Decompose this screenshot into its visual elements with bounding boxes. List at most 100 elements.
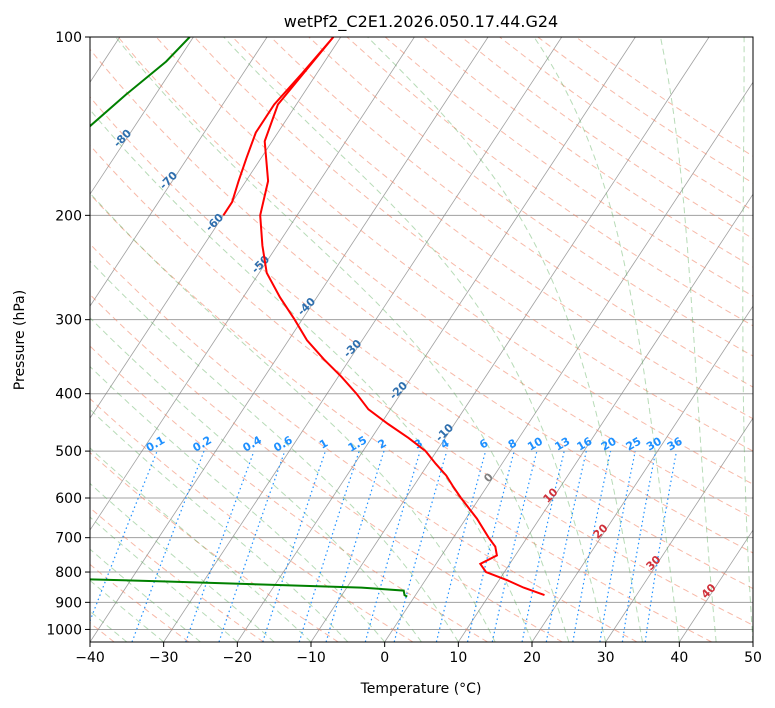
adiabat-label-layer: 0.1 0.2 0.4 0.6 1 1.5 2 3 4 6 8 10 13 16 20 25 30 36-100-…: [16, 40, 719, 602]
dry-adiabat-line: [90, 507, 264, 642]
isotherm-line: [605, 417, 753, 642]
dry-adiabat-line: [461, 37, 753, 240]
mixing-ratio-label: 6: [477, 436, 490, 451]
x-tick-label: −10: [296, 650, 326, 666]
y-tick-label: 100: [55, 30, 82, 46]
moist-adiabat-line: [533, 37, 680, 642]
mixing-ratio-line: [644, 450, 678, 642]
isotherm-line: [678, 529, 753, 642]
moist-adiabat-line: [90, 516, 238, 642]
dry-adiabat-line: [90, 144, 753, 626]
x-tick-label: 30: [597, 650, 615, 666]
y-tick-label: 200: [55, 208, 82, 224]
moist-adiabat-line: [90, 548, 201, 642]
dry-adiabat-line: [90, 243, 638, 642]
mixing-ratio-line: [90, 450, 158, 623]
y-tick-label: 600: [55, 491, 82, 507]
isotherm-line: [384, 81, 753, 642]
x-tick-label: 20: [523, 650, 541, 666]
isotherm-line: [236, 37, 636, 642]
moist-adiabat-line: [90, 482, 275, 642]
dry-adiabat-line: [308, 37, 753, 357]
dry-adiabat-line: [422, 37, 753, 268]
isotherm-line: [752, 641, 753, 642]
moist-adiabat-line: [90, 365, 386, 642]
dry-adiabat-line: [575, 37, 753, 157]
mixing-ratio-line: [262, 450, 326, 642]
x-tick-label: 10: [449, 650, 467, 666]
temperature-line: [222, 37, 545, 597]
y-tick-label: 700: [55, 531, 82, 547]
adiabat-label: -80: [111, 127, 134, 150]
mixing-ratio-line: [599, 450, 636, 642]
mixing-ratio-line: [185, 450, 255, 642]
isotherm-line: [90, 37, 415, 531]
isotherm-line: [90, 37, 489, 642]
mixing-ratio-line: [545, 450, 587, 642]
y-tick-label: 800: [55, 565, 82, 581]
dry-adiabat-line: [384, 37, 753, 297]
dry-adiabat-line: [90, 48, 753, 554]
y-tick-label: 900: [55, 595, 82, 611]
x-tick-label: −40: [75, 650, 105, 666]
y-tick-label: 1000: [46, 622, 82, 638]
dry-adiabat-line: [232, 37, 753, 420]
series-layer: [90, 37, 545, 598]
isotherm-line: [90, 37, 342, 419]
mixing-ratio-line: [435, 450, 487, 642]
x-tick-label: −20: [223, 650, 253, 666]
chart-title: wetPf2_C2E1.2026.050.17.44.G24: [284, 12, 558, 32]
moist-adiabat-line: [90, 192, 496, 642]
mixing-ratio-line: [491, 450, 538, 642]
moist-adiabat-line: [90, 408, 349, 642]
adiabat-label: 40: [699, 581, 719, 601]
adiabat-label: -40: [295, 295, 318, 318]
moist-adiabat-line: [90, 447, 312, 642]
isotherm-line: [531, 305, 753, 642]
adiabat-label: -100: [16, 40, 45, 69]
dry-adiabat-line: [194, 37, 753, 452]
dry-adiabat-line: [155, 37, 753, 485]
isotherm-line: [457, 193, 753, 642]
x-tick-label: 50: [744, 650, 762, 666]
moist-adiabat-line: [90, 317, 422, 642]
dry-adiabat-line: [499, 37, 753, 212]
dry-adiabat-line: [90, 345, 488, 642]
mixing-ratio-line: [298, 450, 360, 642]
moist-adiabat-line: [367, 37, 643, 642]
x-tick-label: 0: [380, 650, 389, 666]
mixing-ratio-line: [218, 450, 286, 642]
mixing-ratio-line: [325, 450, 385, 642]
mixing-ratio-line: [131, 450, 205, 642]
plot-frame: [89, 36, 754, 643]
adiabat-label: -10: [433, 421, 456, 444]
adiabat-label: -20: [387, 379, 410, 402]
adiabat-label: -50: [249, 253, 272, 276]
adiabat-label: -70: [157, 169, 180, 192]
adiabat-label: -90: [65, 85, 88, 108]
dry-adiabat-line: [90, 293, 563, 642]
mixing-ratio-layer: [90, 450, 678, 642]
y-tick-label: 500: [55, 444, 82, 460]
dry-adiabat-line: [270, 37, 753, 388]
mixing-ratio-line: [364, 450, 421, 642]
moist-adiabat-line: [90, 260, 459, 642]
isotherm-line: [90, 37, 194, 195]
y-axis-title: Pressure (hPa): [12, 290, 28, 390]
mixing-ratio-line: [572, 450, 612, 642]
dry-adiabat-line: [346, 37, 753, 327]
dry-adiabat-line: [90, 96, 753, 590]
mixing-ratio-label: 2: [376, 437, 389, 452]
moist-adiabat-line: [90, 579, 165, 642]
adiabat-label: 30: [644, 553, 664, 573]
dry-adiabat-line: [90, 563, 190, 642]
adiabat-label: -60: [203, 211, 226, 234]
moist-adiabat-line: [115, 37, 570, 642]
adiabat-label: -30: [341, 337, 364, 360]
dry-adiabat-line: [90, 451, 339, 642]
x-axis: −40 −30 −20 −10 0 10 20 30 40 50: [75, 642, 762, 666]
moist-adiabat-line: [660, 37, 717, 642]
y-axis: 100 200 300 400 500 600 700 800 900 1000: [46, 30, 90, 638]
adiabat-label: 10: [541, 485, 561, 505]
